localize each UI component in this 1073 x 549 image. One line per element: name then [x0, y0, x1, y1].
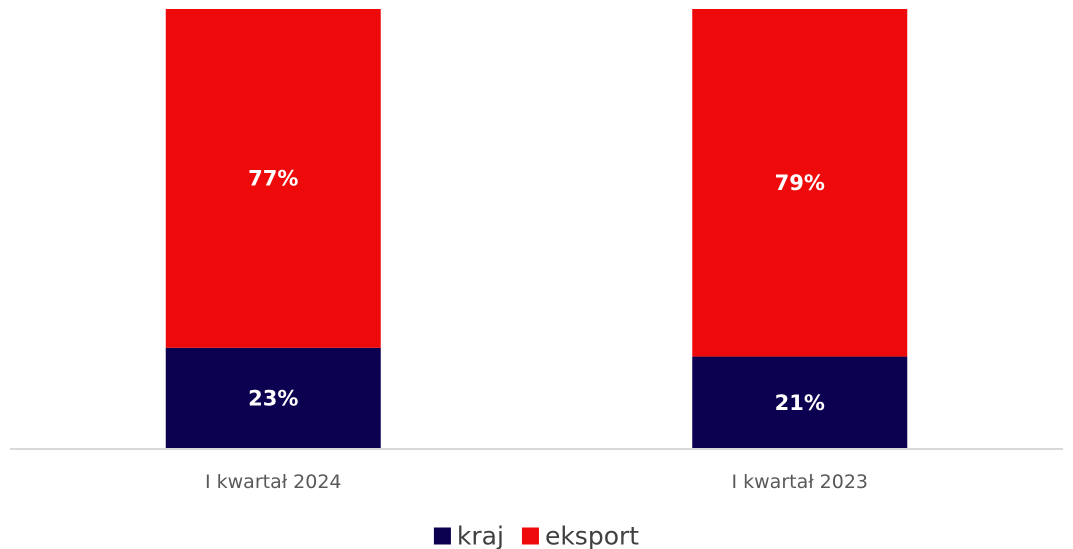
legend-swatch-kraj — [433, 527, 451, 545]
bar-kraj-0 — [165, 347, 381, 449]
bar-eksport-0 — [165, 9, 381, 348]
data-label-eksport-1: 79% — [775, 171, 825, 195]
data-label-eksport-0: 77% — [248, 166, 298, 190]
bar-eksport-1 — [692, 9, 908, 357]
data-label-kraj-1: 21% — [775, 391, 825, 415]
category-labels-group: I kwartał 2024 I kwartał 2023 — [205, 471, 868, 493]
legend-label-eksport: eksport — [545, 522, 639, 549]
legend-label-kraj: kraj — [457, 522, 504, 549]
data-label-kraj-0: 23% — [248, 386, 298, 410]
legend-swatch-eksport — [521, 527, 539, 545]
bars-group — [165, 9, 908, 449]
bar-kraj-1 — [692, 356, 908, 449]
category-label-0: I kwartał 2024 — [205, 471, 342, 493]
category-label-1: I kwartał 2023 — [731, 471, 868, 493]
bar-labels-group: 23% 77% 21% 79% — [248, 166, 825, 414]
legend: kraj eksport — [433, 522, 639, 549]
